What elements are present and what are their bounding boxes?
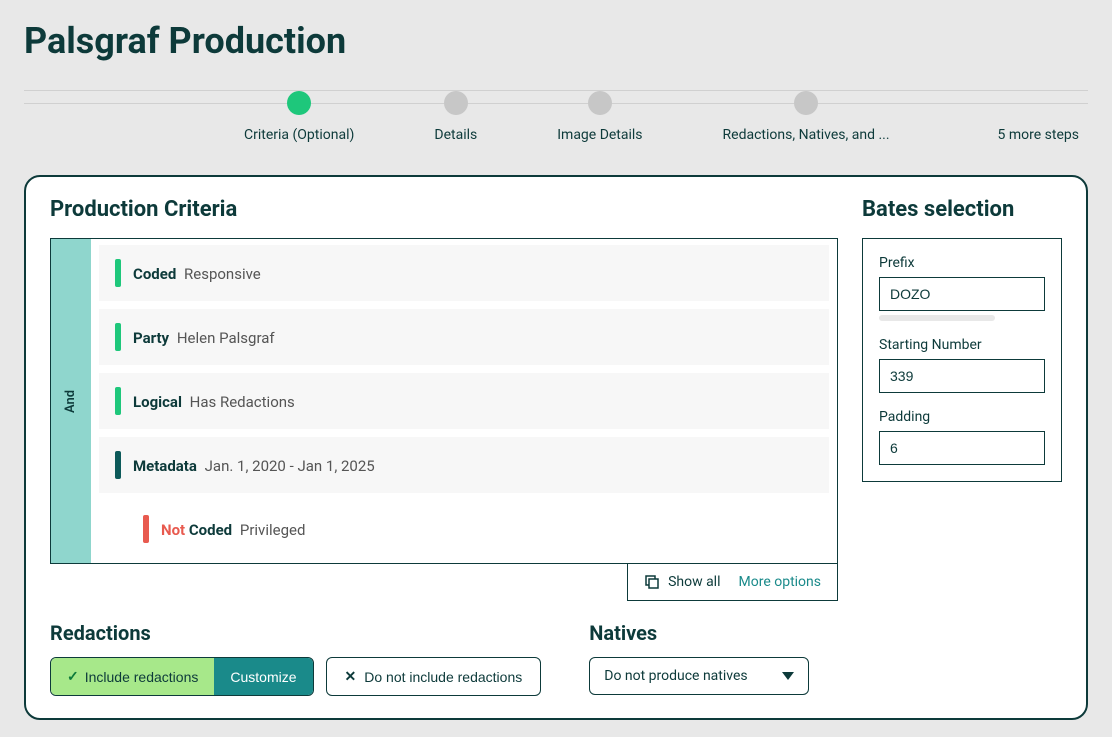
criterion-row[interactable]: Coded Responsive — [99, 245, 829, 301]
criterion-text: Not Coded Privileged — [161, 520, 305, 539]
starting-number-field: Starting Number — [879, 337, 1045, 393]
connector-label: And — [63, 389, 78, 412]
step-dot — [794, 91, 818, 115]
criterion-value: Helen Palsgraf — [173, 329, 275, 347]
check-icon: ✓ — [67, 668, 79, 685]
redactions-title: Redactions — [50, 621, 541, 645]
step-more: 5 more steps — [998, 91, 1079, 143]
criterion-value: Jan. 1, 2020 - Jan 1, 2025 — [201, 457, 375, 475]
copy-icon — [644, 574, 660, 590]
criteria-options-row: Show all More options — [627, 564, 838, 601]
chevron-down-icon — [782, 672, 794, 680]
step-criteria[interactable]: Criteria (Optional) — [244, 91, 354, 143]
redactions-segment: ✓ Include redactions Customize — [50, 657, 314, 696]
stepper-inner: Criteria (Optional) Details Image Detail… — [24, 91, 1088, 143]
criterion-label: Party — [133, 329, 169, 347]
criterion-label: Metadata — [133, 457, 197, 475]
prefix-label: Prefix — [879, 255, 1045, 271]
show-all-button[interactable]: Show all — [644, 574, 720, 590]
step-redactions-natives[interactable]: Redactions, Natives, and ... — [723, 91, 890, 143]
natives-select[interactable]: Do not produce natives — [589, 657, 809, 695]
starting-number-input[interactable] — [879, 359, 1045, 393]
criteria-list: Coded Responsive Party Helen Palsgraf Logi… — [91, 239, 837, 563]
step-label: Criteria (Optional) — [244, 127, 354, 143]
bates-box: Prefix Starting Number Padding — [862, 238, 1062, 482]
starting-number-label: Starting Number — [879, 337, 1045, 353]
stepper-line — [24, 103, 1088, 104]
customize-button[interactable]: Customize — [214, 658, 312, 695]
natives-selected-value: Do not produce natives — [604, 668, 747, 684]
criterion-text: Metadata Jan. 1, 2020 - Jan 1, 2025 — [133, 456, 375, 475]
step-dot — [444, 91, 468, 115]
main-card: Production Criteria And Coded Responsive… — [24, 175, 1088, 720]
show-all-label: Show all — [668, 574, 720, 590]
criterion-color-bar — [115, 259, 121, 287]
padding-input[interactable] — [879, 431, 1045, 465]
not-label: Not — [161, 521, 189, 539]
criterion-color-bar — [143, 515, 149, 543]
lower-row: Redactions ✓ Include redactions Customiz… — [50, 621, 838, 696]
redactions-button-group: ✓ Include redactions Customize ✕ Do not … — [50, 657, 541, 696]
criterion-text: Coded Responsive — [133, 264, 261, 283]
x-icon: ✕ — [345, 668, 357, 685]
criterion-value: Has Redactions — [186, 393, 295, 411]
criterion-color-bar — [115, 451, 121, 479]
include-redactions-label: Include redactions — [85, 669, 199, 685]
step-details[interactable]: Details — [434, 91, 477, 143]
padding-label: Padding — [879, 409, 1045, 425]
criterion-value: Responsive — [180, 265, 260, 283]
criteria-title: Production Criteria — [50, 197, 838, 222]
left-column: Production Criteria And Coded Responsive… — [50, 197, 838, 696]
criterion-row[interactable]: Not Coded Privileged — [127, 501, 829, 557]
step-label: Redactions, Natives, and ... — [723, 127, 890, 143]
criteria-box: And Coded Responsive Party Helen Palsgraf… — [50, 238, 838, 564]
right-column: Bates selection Prefix Starting Number P… — [862, 197, 1062, 696]
redactions-section: Redactions ✓ Include redactions Customiz… — [50, 621, 541, 696]
criterion-text: Party Helen Palsgraf — [133, 328, 275, 347]
connector-bar: And — [51, 239, 91, 563]
natives-section: Natives Do not produce natives — [589, 621, 809, 696]
criterion-color-bar — [115, 387, 121, 415]
criterion-text: Logical Has Redactions — [133, 392, 295, 411]
step-dot-active — [287, 91, 311, 115]
criterion-row[interactable]: Logical Has Redactions — [99, 373, 829, 429]
criterion-row[interactable]: Metadata Jan. 1, 2020 - Jan 1, 2025 — [99, 437, 829, 493]
step-image-details[interactable]: Image Details — [557, 91, 642, 143]
exclude-redactions-label: Do not include redactions — [364, 669, 522, 685]
step-label: Details — [434, 127, 477, 143]
bates-title: Bates selection — [862, 197, 1062, 222]
natives-title: Natives — [589, 621, 809, 645]
criterion-label: Logical — [133, 393, 182, 411]
step-label: Image Details — [557, 127, 642, 143]
include-redactions-button[interactable]: ✓ Include redactions — [51, 658, 214, 695]
padding-field: Padding — [879, 409, 1045, 465]
criterion-label: Coded — [133, 265, 176, 283]
criterion-color-bar — [115, 323, 121, 351]
more-options-link[interactable]: More options — [739, 574, 822, 590]
page-title: Palsgraf Production — [24, 20, 1088, 62]
criterion-row[interactable]: Party Helen Palsgraf — [99, 309, 829, 365]
criterion-label: Coded — [189, 521, 232, 539]
prefix-field: Prefix — [879, 255, 1045, 321]
prefix-shadow — [879, 315, 995, 321]
prefix-input[interactable] — [879, 277, 1045, 311]
step-dot — [588, 91, 612, 115]
exclude-redactions-button[interactable]: ✕ Do not include redactions — [326, 657, 542, 696]
criterion-value: Privileged — [236, 521, 305, 539]
stepper: Criteria (Optional) Details Image Detail… — [24, 90, 1088, 143]
